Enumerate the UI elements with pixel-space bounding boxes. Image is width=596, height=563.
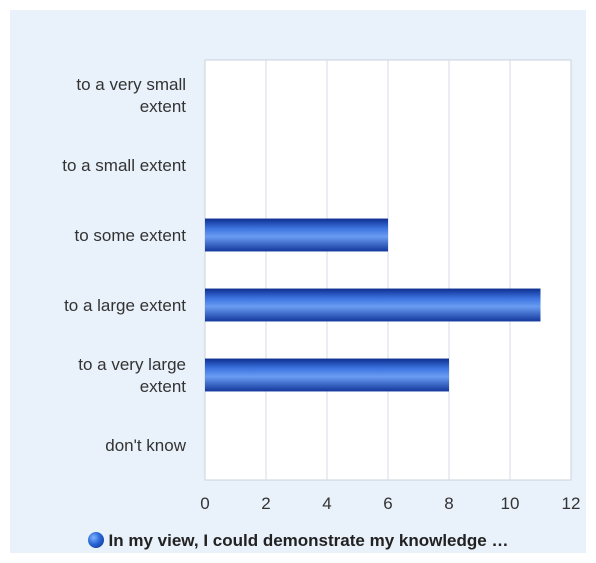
category-label: don't know bbox=[105, 436, 186, 455]
grid-lines bbox=[265, 60, 511, 480]
x-tick-labels: 0 2 4 6 8 10 12 bbox=[200, 494, 580, 513]
category-label: to a small extent bbox=[62, 156, 186, 175]
bar[interactable] bbox=[205, 218, 388, 252]
category-label: to a large extent bbox=[64, 296, 186, 315]
x-tick-label: 8 bbox=[444, 494, 453, 513]
category-labels: to a very small extent to a small extent to… bbox=[62, 75, 186, 455]
x-tick-label: 2 bbox=[261, 494, 270, 513]
bar[interactable] bbox=[205, 358, 449, 392]
bars bbox=[205, 218, 541, 392]
x-tick-label: 10 bbox=[501, 494, 520, 513]
x-tick-label: 6 bbox=[383, 494, 392, 513]
x-tick-label: 4 bbox=[322, 494, 331, 513]
legend[interactable]: In my view, I could demonstrate my knowl… bbox=[0, 531, 596, 551]
category-label: to a very small extent bbox=[76, 75, 186, 116]
legend-marker-icon bbox=[87, 532, 104, 548]
x-tick-label: 0 bbox=[200, 494, 209, 513]
bar[interactable] bbox=[205, 288, 541, 322]
legend-label: In my view, I could demonstrate my knowl… bbox=[108, 531, 509, 550]
category-label: to some extent bbox=[74, 226, 186, 245]
category-label: to a very large extent bbox=[78, 355, 186, 396]
x-tick-label: 12 bbox=[562, 494, 581, 513]
